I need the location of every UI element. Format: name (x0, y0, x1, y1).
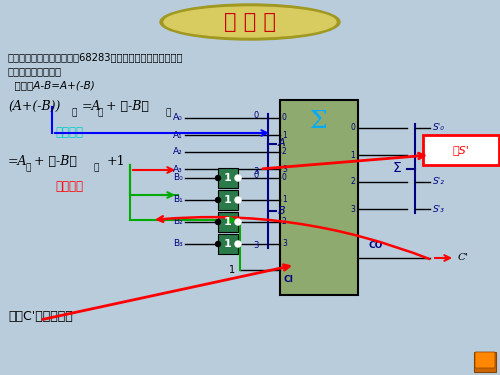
Text: S'₂: S'₂ (433, 177, 445, 186)
Text: 补: 补 (97, 108, 102, 117)
Text: 0: 0 (350, 123, 355, 132)
Text: 3: 3 (254, 242, 258, 250)
FancyBboxPatch shape (423, 135, 499, 165)
Text: 2: 2 (282, 217, 287, 226)
Text: 2: 2 (282, 147, 287, 156)
Text: 3: 3 (282, 165, 287, 174)
Text: B: B (278, 206, 285, 216)
Text: 1: 1 (224, 173, 232, 183)
Circle shape (235, 197, 241, 203)
Text: +1: +1 (107, 155, 126, 168)
Text: A₃: A₃ (174, 165, 183, 174)
Text: 习 题 课: 习 题 课 (224, 12, 276, 32)
Text: + （-B）: + （-B） (34, 155, 77, 168)
Text: S'₁: S'₁ (433, 150, 445, 159)
Text: 补: 补 (166, 108, 172, 117)
Text: A: A (278, 138, 285, 148)
Text: B₂: B₂ (174, 217, 183, 226)
Text: A₂: A₂ (174, 147, 183, 156)
Text: 分析：A-B=A+(-B): 分析：A-B=A+(-B) (8, 80, 95, 90)
Text: 例：试用四位二进制加法妗68283构成可控的加法、减法器（: 例：试用四位二进制加法妗68283构成可控的加法、减法器（ (8, 52, 184, 62)
FancyBboxPatch shape (280, 100, 358, 295)
Text: S'₃: S'₃ (433, 204, 445, 213)
FancyBboxPatch shape (218, 234, 238, 254)
Text: 补: 补 (25, 163, 30, 172)
Text: CI: CI (283, 276, 293, 285)
Text: A₁: A₁ (174, 130, 183, 140)
Text: + （-B）: + （-B） (106, 100, 149, 113)
Text: 1: 1 (224, 195, 232, 205)
Text: 1: 1 (282, 130, 287, 140)
Text: B₀: B₀ (174, 174, 183, 183)
Text: 3: 3 (282, 240, 287, 249)
Text: 3: 3 (350, 204, 355, 213)
Text: =A: =A (82, 100, 102, 113)
Text: 3: 3 (254, 166, 258, 176)
Circle shape (235, 175, 241, 181)
FancyBboxPatch shape (474, 352, 496, 372)
Circle shape (216, 242, 220, 246)
Text: 0: 0 (254, 171, 258, 180)
FancyBboxPatch shape (218, 168, 238, 188)
Text: 允许附加少量门）。: 允许附加少量门）。 (8, 66, 62, 76)
Text: 1: 1 (224, 239, 232, 249)
Circle shape (235, 241, 241, 247)
Ellipse shape (160, 4, 340, 40)
Text: 各位不变: 各位不变 (55, 126, 83, 139)
Circle shape (216, 198, 220, 202)
Text: 1: 1 (282, 195, 287, 204)
Ellipse shape (164, 7, 336, 37)
Text: Σ: Σ (392, 162, 401, 176)
Text: 补: 补 (72, 108, 78, 117)
Text: 反: 反 (94, 163, 100, 172)
Text: =A: =A (8, 155, 28, 168)
Text: 按位取反: 按位取反 (55, 180, 83, 193)
Text: 0: 0 (282, 114, 287, 123)
Circle shape (216, 176, 220, 180)
Text: 1: 1 (350, 150, 355, 159)
Text: 和S': 和S' (452, 145, 469, 155)
Text: 借位C'为进位取反: 借位C'为进位取反 (8, 310, 73, 323)
Text: (A+(-B)): (A+(-B)) (8, 100, 60, 113)
Text: B₃: B₃ (174, 240, 183, 249)
Text: 1: 1 (224, 217, 232, 227)
Text: B₁: B₁ (174, 195, 183, 204)
FancyBboxPatch shape (218, 190, 238, 210)
Text: A₀: A₀ (174, 114, 183, 123)
Text: 0: 0 (282, 174, 287, 183)
Text: 2: 2 (350, 177, 355, 186)
Circle shape (235, 219, 241, 225)
Text: CO: CO (369, 241, 383, 250)
Text: 0: 0 (254, 111, 258, 120)
FancyBboxPatch shape (475, 352, 495, 368)
FancyBboxPatch shape (218, 212, 238, 232)
Text: 1: 1 (229, 265, 235, 275)
Circle shape (216, 219, 220, 225)
Text: Σ: Σ (310, 111, 328, 134)
Text: C': C' (458, 254, 469, 262)
Text: S'₀: S'₀ (433, 123, 445, 132)
